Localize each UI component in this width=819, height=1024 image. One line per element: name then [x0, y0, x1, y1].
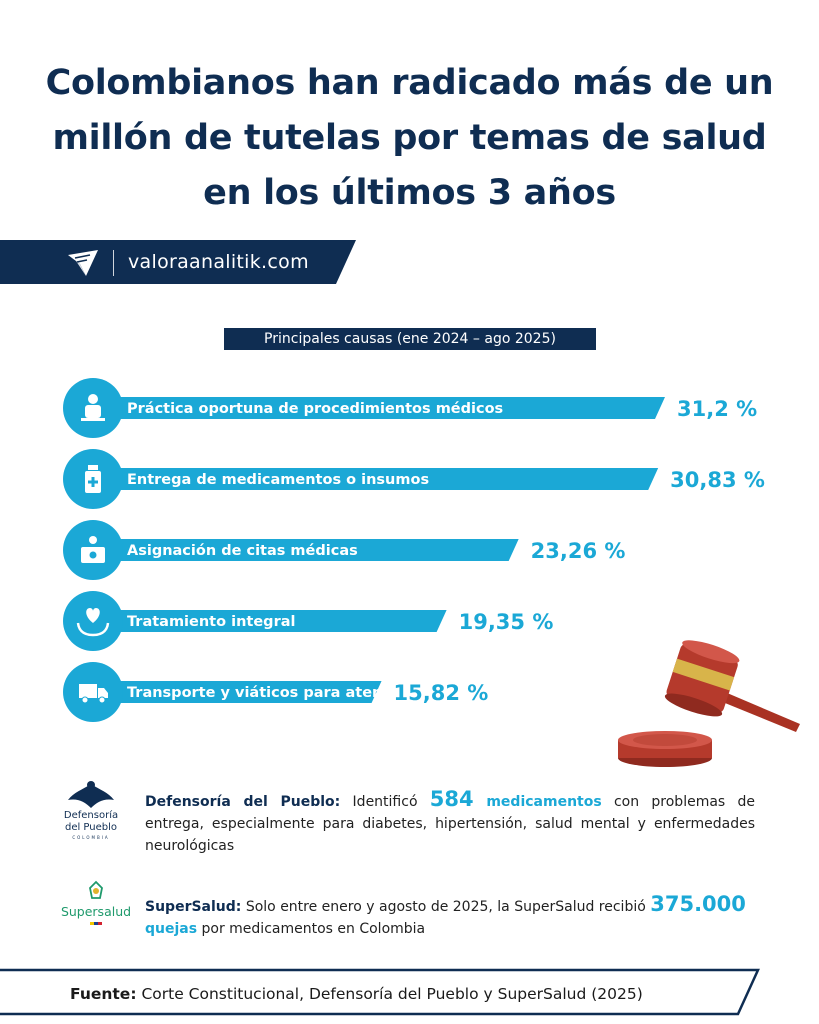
title-line-3: en los últimos 3 años — [203, 173, 616, 213]
footer-band — [0, 968, 760, 1016]
supersalud-number: 375.000 — [650, 892, 746, 916]
bar-value-3: 23,26 % — [531, 539, 626, 563]
bar-label-4: Tratamiento integral — [127, 614, 295, 630]
defensoria-logo-line3: COLOMBIA — [72, 835, 110, 840]
title-line-2: millón de tutelas por temas de salud — [52, 118, 767, 158]
bar-5 — [90, 681, 382, 703]
website-link[interactable]: valoraanalitik.com — [128, 251, 309, 273]
bar-label-5: Transporte y viáticos para atención — [127, 685, 416, 701]
defensoria-number: 584 — [429, 787, 474, 811]
bar-1 — [90, 397, 665, 419]
website-band — [0, 240, 356, 284]
bar-label-2: Entrega de medicamentos o insumos — [127, 472, 429, 488]
page-title: Colombianos han radicado más de un milló… — [0, 56, 819, 221]
valora-logo-icon — [68, 250, 98, 276]
supersalud-paragraph: SuperSalud: Solo entre enero y agosto de… — [145, 893, 760, 940]
source-note: Fuente: Corte Constitucional, Defensoría… — [70, 985, 643, 1003]
defensoria-logo-line1: Defensoría — [63, 810, 119, 821]
defensoria-text1: Identificó — [340, 794, 430, 810]
bar-value-4: 19,35 % — [459, 610, 554, 634]
defensoria-paragraph: Defensoría del Pueblo: Identificó 584 me… — [145, 788, 755, 857]
bar-value-5: 15,82 % — [394, 681, 489, 705]
bar-label-1: Práctica oportuna de procedimientos médi… — [127, 401, 503, 417]
title-line-1: Colombianos han radicado más de un — [45, 63, 774, 103]
chart-title: Principales causas (ene 2024 – ago 2025) — [224, 328, 596, 350]
bar-value-1: 31,2 % — [677, 397, 757, 421]
ambulance-truck-icon — [79, 684, 108, 704]
doctor-icon — [81, 394, 105, 421]
heart-hands-icon — [76, 608, 110, 637]
supersalud-logo-text: Supersalud — [60, 904, 132, 919]
bar-3 — [90, 539, 519, 561]
supersalud-text2: por medicamentos en Colombia — [197, 921, 426, 937]
doctor-desk-icon — [81, 536, 105, 563]
supersalud-logo: Supersalud — [56, 880, 136, 930]
defensoria-logo: Defensoría del Pueblo COLOMBIA — [58, 780, 124, 844]
supersalud-highlight: quejas — [145, 921, 198, 937]
defensoria-lead: Defensoría del Pueblo: — [145, 794, 341, 810]
gavel-icon — [618, 640, 800, 767]
supersalud-lead: SuperSalud: — [145, 899, 242, 915]
medicine-bottle-icon — [85, 465, 101, 493]
website-divider — [113, 250, 114, 276]
defensoria-text2: con problemas de entrega, especialmente … — [145, 794, 755, 854]
source-text: Corte Constitucional, Defensoría del Pue… — [136, 985, 643, 1003]
supersalud-text1: Solo entre enero y agosto de 2025, la Su… — [241, 899, 651, 915]
bar-2 — [90, 468, 659, 490]
causes-bar-chart: Práctica oportuna de procedimientos médi… — [63, 378, 765, 722]
source-label: Fuente: — [70, 985, 137, 1003]
bar-label-3: Asignación de citas médicas — [127, 543, 358, 559]
defensoria-highlight: medicamentos — [473, 794, 602, 810]
colombia-flag-stripe-icon — [90, 922, 102, 925]
bar-value-2: 30,83 % — [670, 468, 765, 492]
defensoria-logo-line2: del Pueblo — [64, 822, 118, 833]
defensoria-emblem-icon — [68, 781, 114, 808]
supersalud-emblem-icon — [89, 880, 103, 899]
bar-4 — [90, 610, 447, 632]
